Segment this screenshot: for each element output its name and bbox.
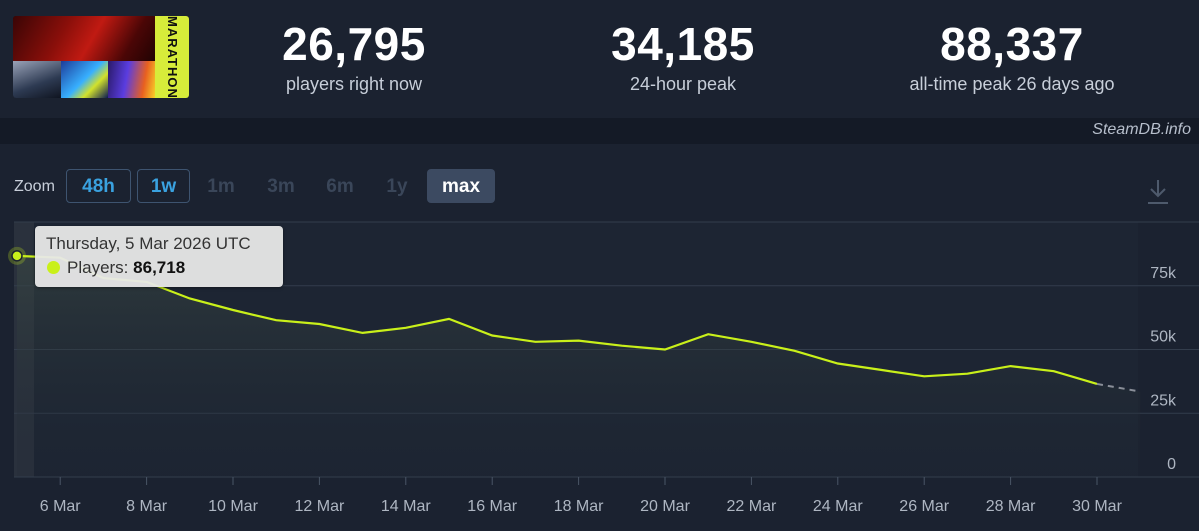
x-tick-label: 24 Mar [813, 498, 863, 515]
zoom-label: Zoom [14, 178, 55, 195]
data-point [577, 339, 581, 343]
data-point [836, 362, 840, 366]
x-tick-label: 22 Mar [727, 498, 777, 515]
section-divider [0, 118, 1199, 144]
x-tick-label: 30 Mar [1072, 498, 1122, 515]
zoom-max-button[interactable]: max [427, 169, 495, 203]
zoom-1y-button[interactable]: 1y [386, 176, 408, 197]
data-point [188, 297, 192, 301]
download-icon[interactable] [1146, 178, 1170, 206]
y-tick-label: 75k [1150, 265, 1177, 282]
x-tick-label: 12 Mar [295, 498, 345, 515]
data-point [231, 308, 235, 312]
tooltip-value: 86,718 [133, 258, 186, 277]
data-point [404, 326, 408, 330]
tooltip-series-label: Players: [67, 258, 129, 277]
tooltip-date: Thursday, 5 Mar 2026 UTC [46, 234, 251, 253]
zoom-6m-button[interactable]: 6m [326, 176, 354, 197]
data-point [1095, 382, 1099, 386]
stat-value: 34,185 [611, 18, 755, 70]
projection-line [1096, 382, 1141, 393]
game-thumbnail[interactable]: MARATHON [13, 16, 189, 98]
data-point [447, 317, 451, 321]
x-tick-label: 8 Mar [126, 498, 168, 515]
data-point [879, 368, 883, 372]
x-tick-label: 20 Mar [640, 498, 690, 515]
data-point [533, 340, 537, 344]
game-logo: MARATHON [155, 16, 189, 98]
thumbnail-art [13, 61, 61, 98]
x-tick-label: 16 Mar [467, 498, 517, 515]
chart-tooltip: Thursday, 5 Mar 2026 UTC Players: 86,718 [35, 226, 283, 287]
thumbnail-art [61, 61, 108, 98]
data-point [1009, 364, 1013, 368]
stat-all-time-peak: 88,337 all-time peak 26 days ago [862, 18, 1162, 96]
y-tick-label: 50k [1150, 329, 1177, 346]
data-point [965, 372, 969, 376]
y-tick-label: 25k [1150, 392, 1177, 409]
thumbnail-art [108, 61, 155, 98]
data-point [793, 349, 797, 353]
x-tick-label: 6 Mar [40, 498, 82, 515]
tooltip-series-row: Players: 86,718 [67, 258, 185, 278]
zoom-3m-button[interactable]: 3m [267, 176, 295, 197]
area-fill [17, 255, 1141, 477]
series-marker-icon [47, 261, 60, 274]
x-tick-label: 18 Mar [554, 498, 604, 515]
data-point [706, 332, 710, 336]
zoom-1w-button[interactable]: 1w [137, 169, 190, 203]
stat-label: 24-hour peak [629, 74, 737, 94]
zoom-1m-button[interactable]: 1m [207, 176, 235, 197]
data-point [663, 348, 667, 352]
data-point [922, 374, 926, 378]
credit-link[interactable]: SteamDB.info [1092, 121, 1191, 138]
x-tick-label: 28 Mar [986, 498, 1036, 515]
zoom-48h-button[interactable]: 48h [66, 169, 131, 203]
stat-label: all-time peak 26 days ago [909, 74, 1115, 94]
x-tick-label: 10 Mar [208, 498, 258, 515]
thumbnail-art [13, 16, 155, 61]
y-tick-label: 0 [1167, 456, 1176, 473]
data-point [620, 344, 624, 348]
x-tick-label: 26 Mar [899, 498, 949, 515]
data-point [1052, 369, 1056, 373]
stat-value: 88,337 [940, 18, 1084, 70]
series-line [16, 254, 1098, 385]
x-tick-label: 14 Mar [381, 498, 431, 515]
data-point [317, 322, 321, 326]
stat-label: players right now [285, 74, 423, 94]
data-point [749, 340, 753, 344]
data-point [274, 318, 278, 322]
stat-24h-peak: 34,185 24-hour peak [533, 18, 833, 96]
data-point [490, 333, 494, 337]
highlighted-point [11, 250, 23, 262]
stats-header: MARATHON 26,795 players right now 34,185… [0, 0, 1199, 118]
data-point [361, 331, 365, 335]
stat-current-players: 26,795 players right now [204, 18, 504, 96]
stat-value: 26,795 [282, 18, 426, 70]
